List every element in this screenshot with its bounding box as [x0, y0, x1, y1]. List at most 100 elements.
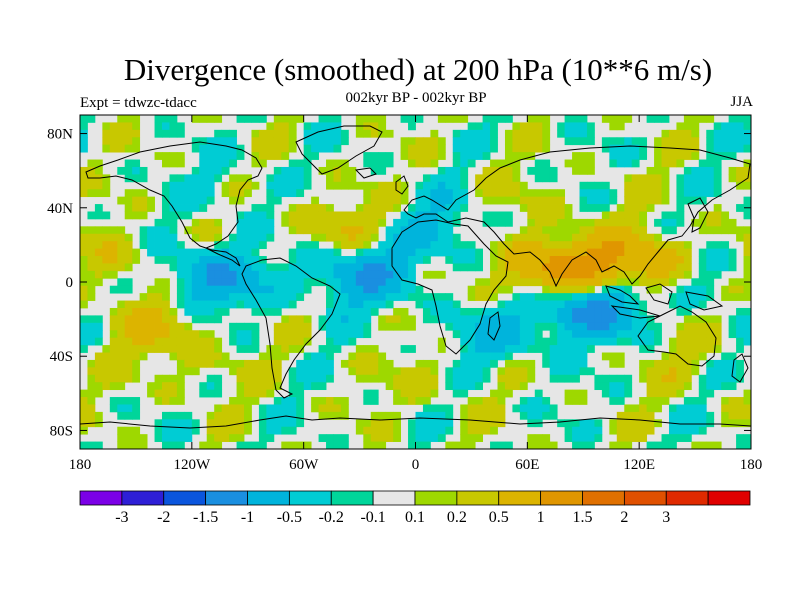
field-cell [176, 211, 185, 220]
field-cell [609, 218, 618, 227]
field-cell [117, 411, 126, 420]
field-cell [579, 196, 588, 205]
field-cell [206, 181, 215, 190]
field-cell [616, 426, 625, 435]
field-cell [572, 322, 580, 331]
field-cell [430, 204, 439, 212]
field-cell [258, 159, 267, 168]
field-cell [683, 181, 692, 190]
field-cell [199, 226, 208, 235]
field-cell [445, 115, 454, 123]
field-cell [631, 330, 640, 339]
field-cell [296, 419, 305, 428]
field-cell [176, 322, 185, 331]
field-cell [221, 159, 230, 168]
field-cell [586, 345, 595, 353]
field-cell [318, 315, 327, 324]
field-cell [512, 367, 521, 376]
field-cell [557, 345, 566, 353]
field-cell [452, 189, 461, 198]
field-cell [333, 241, 342, 249]
field-cell [80, 404, 88, 413]
field-cell [646, 382, 655, 391]
field-cell [229, 256, 237, 264]
field-cell [221, 293, 230, 301]
field-cell [497, 411, 506, 420]
field-cell [370, 129, 379, 138]
field-cell [87, 211, 96, 220]
field-cell [169, 434, 178, 442]
field-cell [437, 166, 446, 175]
field-cell [266, 174, 275, 183]
field-cell [452, 263, 461, 272]
field-cell [147, 330, 155, 339]
field-cell [698, 189, 707, 198]
field-cell [191, 181, 200, 190]
field-cell [713, 129, 722, 138]
field-cell [408, 159, 416, 168]
field-cell [162, 211, 170, 220]
field-cell [132, 404, 141, 413]
field-cell [467, 307, 476, 316]
field-cell [385, 196, 394, 205]
field-cell [713, 152, 722, 160]
field-cell [370, 270, 379, 279]
field-cell [437, 411, 446, 420]
field-cell [117, 345, 126, 353]
field-cell [713, 441, 722, 449]
field-cell [102, 129, 111, 138]
field-cell [527, 278, 536, 287]
field-cell [534, 211, 543, 220]
field-cell [132, 174, 141, 183]
field-cell [199, 359, 208, 368]
field-cell [445, 322, 454, 331]
field-cell [385, 411, 394, 420]
field-cell [311, 397, 319, 405]
field-cell [385, 233, 394, 242]
field-cell [400, 315, 409, 324]
field-cell [594, 426, 603, 435]
field-cell [244, 248, 252, 257]
field-cell [266, 211, 275, 220]
field-cell [467, 411, 476, 420]
field-cell [542, 441, 551, 449]
field-cell [333, 411, 342, 420]
field-cell [549, 359, 558, 368]
field-cell [743, 419, 751, 428]
field-cell [102, 345, 111, 353]
field-cell [273, 307, 282, 316]
field-cell [527, 137, 536, 146]
field-cell [654, 419, 662, 428]
field-cell [147, 196, 155, 205]
field-cell [109, 374, 118, 383]
field-cell [340, 434, 349, 442]
field-cell [281, 137, 290, 146]
field-cell [333, 434, 342, 442]
field-cell [318, 352, 327, 361]
field-cell [355, 426, 364, 435]
field-cell [236, 270, 245, 279]
field-cell [214, 256, 223, 264]
field-cell [661, 115, 670, 123]
field-cell [646, 204, 655, 212]
field-cell [460, 174, 469, 183]
field-cell [94, 166, 103, 175]
field-cell [326, 278, 334, 287]
field-cell [370, 345, 379, 353]
field-cell [415, 233, 424, 242]
field-cell [184, 307, 193, 316]
field-cell [609, 115, 618, 123]
field-cell [169, 129, 178, 138]
field-cell [698, 330, 707, 339]
colorbar-swatch [623, 490, 667, 506]
coastline-south-america [241, 257, 341, 399]
field-cell [244, 322, 252, 331]
field-cell [363, 374, 372, 383]
field-cell [370, 226, 379, 235]
field-cell [80, 411, 88, 420]
field-cell [572, 278, 580, 287]
field-cell [452, 115, 461, 123]
field-cell [348, 241, 357, 249]
field-cell [452, 129, 461, 138]
field-cell [370, 211, 379, 220]
